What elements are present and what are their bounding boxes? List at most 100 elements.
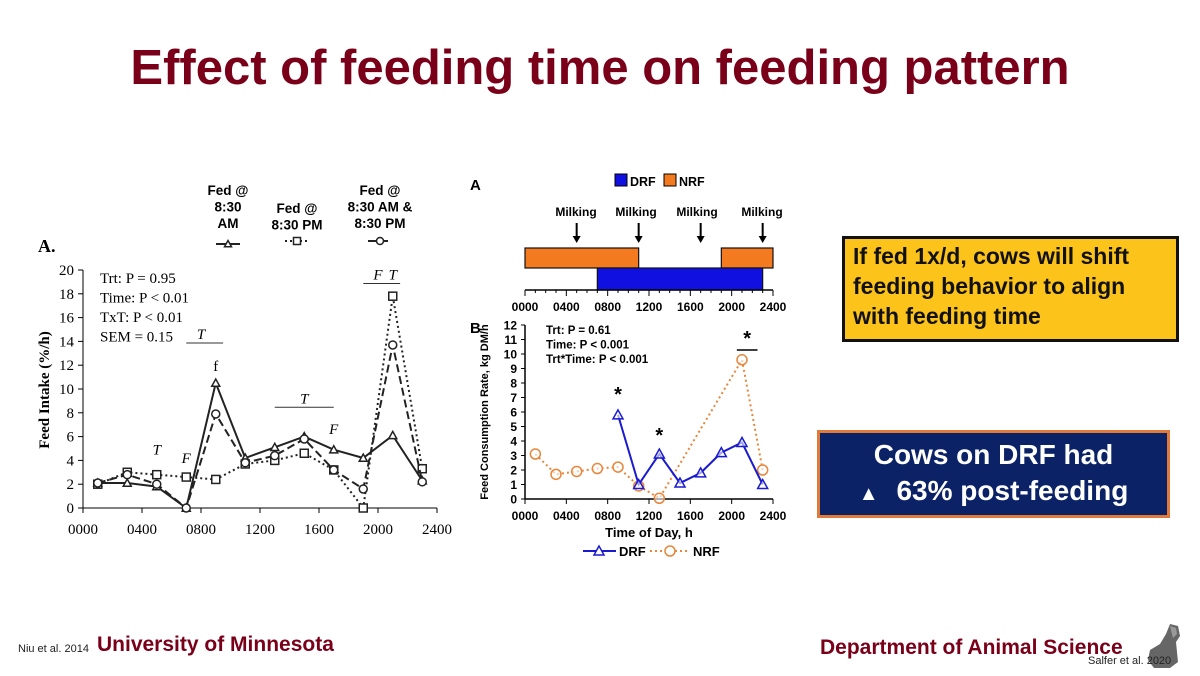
data-point-NRF bbox=[653, 492, 666, 505]
milking-arrowhead bbox=[572, 236, 581, 243]
data-point-NRF bbox=[529, 448, 542, 460]
data-point bbox=[240, 458, 250, 468]
x-tick-label: 0400 bbox=[553, 300, 580, 314]
x-tick-label: 2400 bbox=[760, 509, 787, 523]
legend-label: 8:30 PM bbox=[271, 218, 322, 233]
data-point-DRF bbox=[756, 477, 769, 490]
legend-marker bbox=[223, 238, 233, 248]
milking-arrowhead bbox=[758, 236, 767, 243]
x-tick-label: 2000 bbox=[363, 522, 393, 538]
series-line-DRF bbox=[617, 414, 764, 487]
x-tick-label: 0400 bbox=[127, 522, 157, 538]
panel-label: A bbox=[470, 177, 481, 194]
y-tick-label: 11 bbox=[504, 333, 517, 347]
series-line-0 bbox=[97, 379, 424, 510]
panel-label: B bbox=[470, 320, 481, 337]
legend-label: DRF bbox=[630, 175, 656, 189]
significance-letter: F bbox=[372, 268, 383, 284]
right-citation: Salfer et al. 2020 bbox=[1088, 655, 1172, 667]
legend-label: 8:30 AM & bbox=[348, 200, 413, 215]
data-point bbox=[417, 477, 427, 487]
data-point-NRF bbox=[550, 468, 562, 481]
legend-marker bbox=[592, 544, 606, 556]
x-tick-label: 0000 bbox=[512, 509, 539, 523]
significance-asterisk: * bbox=[655, 425, 663, 447]
data-point bbox=[211, 409, 221, 419]
blue-callout-line2: 63% post-feeding bbox=[896, 475, 1129, 506]
y-tick-label: 20 bbox=[59, 263, 74, 279]
y-tick-label: 6 bbox=[67, 430, 75, 446]
y-tick-label: 6 bbox=[510, 406, 517, 420]
data-point bbox=[328, 444, 340, 454]
panel-label: A. bbox=[38, 236, 56, 256]
data-point bbox=[152, 469, 162, 480]
data-point bbox=[329, 465, 339, 475]
y-tick-label: 7 bbox=[510, 391, 517, 405]
data-point bbox=[211, 474, 221, 485]
y-tick-label: 12 bbox=[59, 358, 74, 374]
x-tick-label: 0800 bbox=[594, 509, 621, 523]
significance-letter: F bbox=[181, 451, 192, 467]
y-tick-label: 3 bbox=[510, 449, 517, 463]
legend-swatch bbox=[663, 173, 677, 187]
legend-label: DRF bbox=[619, 544, 646, 559]
stat-text: Trt: P = 0.61 bbox=[546, 325, 611, 337]
y-tick-label: 5 bbox=[510, 420, 517, 434]
data-point bbox=[387, 429, 399, 440]
x-tick-label: 2000 bbox=[718, 300, 745, 314]
data-point bbox=[357, 452, 369, 462]
legend-marker bbox=[292, 236, 302, 246]
y-tick-label: 10 bbox=[504, 348, 518, 362]
x-tick-label: 2400 bbox=[422, 522, 452, 538]
y-tick-label: 9 bbox=[510, 362, 517, 376]
schedule-bar-NRF bbox=[524, 247, 640, 269]
data-point-DRF bbox=[611, 408, 625, 420]
university-name: University of Minnesota bbox=[97, 633, 334, 656]
x-tick-label: 0800 bbox=[594, 300, 621, 314]
data-point-DRF bbox=[653, 447, 666, 459]
milking-arrowhead bbox=[696, 236, 705, 243]
y-tick-label: 2 bbox=[510, 464, 517, 478]
stat-text: Time: P < 0.01 bbox=[100, 291, 189, 307]
department-name: Department of Animal Science bbox=[820, 636, 1123, 659]
data-point-NRF bbox=[736, 354, 748, 366]
x-tick-label: 1600 bbox=[677, 300, 704, 314]
y-tick-label: 1 bbox=[510, 478, 517, 492]
data-point bbox=[121, 477, 133, 487]
data-point bbox=[210, 377, 222, 387]
data-point bbox=[358, 503, 368, 513]
data-point bbox=[122, 469, 132, 480]
milking-label: Milking bbox=[615, 205, 656, 219]
y-tick-label: 2 bbox=[67, 477, 75, 493]
significance-letter: T bbox=[389, 268, 399, 284]
blue-callout-line1: Cows on DRF had bbox=[873, 439, 1114, 470]
x-tick-label: 1600 bbox=[677, 509, 704, 523]
slide-title: Effect of feeding time on feeding patter… bbox=[130, 41, 1070, 95]
x-tick-label: 1200 bbox=[636, 509, 663, 523]
cow-logo-icon bbox=[1140, 622, 1185, 670]
significance-letter: f bbox=[213, 359, 218, 375]
data-point bbox=[93, 478, 103, 488]
left-citation: Niu et al. 2014 bbox=[18, 643, 89, 655]
milking-label: Milking bbox=[555, 205, 596, 219]
blue-callout-line2-row: ▲ 63% post-feeding bbox=[820, 473, 1167, 512]
legend-label: NRF bbox=[693, 544, 720, 559]
data-point bbox=[181, 503, 191, 513]
stat-text: Time: P < 0.001 bbox=[546, 340, 630, 352]
blue-callout: Cows on DRF had ▲ 63% post-feeding bbox=[817, 430, 1170, 518]
y-tick-label: 10 bbox=[59, 382, 74, 398]
data-point bbox=[299, 434, 309, 444]
y-tick-label: 4 bbox=[67, 453, 75, 469]
data-point bbox=[269, 441, 281, 452]
y-tick-label: 14 bbox=[59, 334, 75, 350]
legend-label: Fed @ bbox=[277, 201, 318, 216]
data-point-NRF bbox=[612, 461, 624, 473]
schedule-bar-NRF bbox=[720, 247, 774, 269]
data-point-DRF bbox=[715, 446, 728, 458]
significance-letter: T bbox=[197, 327, 207, 343]
x-tick-label: 0400 bbox=[553, 509, 580, 523]
legend-label: Fed @ bbox=[208, 183, 249, 198]
stat-text: Trt*Time: P < 0.001 bbox=[546, 354, 649, 366]
legend-label: AM bbox=[218, 216, 239, 231]
x-tick-label: 1600 bbox=[304, 522, 334, 538]
